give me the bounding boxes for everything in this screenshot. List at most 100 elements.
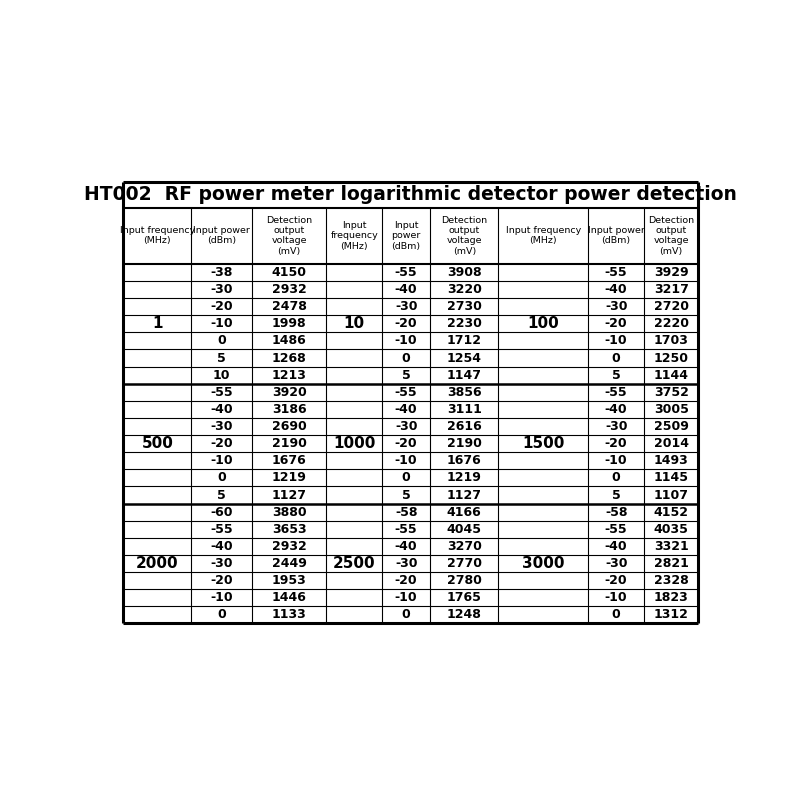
Text: -30: -30 xyxy=(395,420,418,433)
Text: 1676: 1676 xyxy=(447,454,482,467)
Text: -58: -58 xyxy=(395,506,418,518)
Text: 1: 1 xyxy=(152,316,162,331)
Text: 3270: 3270 xyxy=(447,540,482,553)
Text: -30: -30 xyxy=(395,557,418,570)
Text: 1446: 1446 xyxy=(272,591,306,604)
Text: 3929: 3929 xyxy=(654,266,689,279)
Text: -40: -40 xyxy=(605,403,627,416)
Text: 10: 10 xyxy=(213,369,230,382)
Text: 1147: 1147 xyxy=(446,369,482,382)
Text: -10: -10 xyxy=(605,591,627,604)
Text: 2770: 2770 xyxy=(446,557,482,570)
Text: 1765: 1765 xyxy=(447,591,482,604)
Text: 5: 5 xyxy=(218,351,226,365)
Text: 3321: 3321 xyxy=(654,540,689,553)
Text: 3111: 3111 xyxy=(447,403,482,416)
Text: -30: -30 xyxy=(210,557,233,570)
Text: 2932: 2932 xyxy=(272,540,306,553)
Text: -38: -38 xyxy=(210,266,233,279)
Text: 3220: 3220 xyxy=(447,283,482,296)
Text: Input frequency
(MHz): Input frequency (MHz) xyxy=(506,226,581,246)
Text: -20: -20 xyxy=(395,574,418,587)
Text: 3880: 3880 xyxy=(272,506,306,518)
Text: 2000: 2000 xyxy=(136,556,178,571)
Text: 3752: 3752 xyxy=(654,386,689,398)
Text: 1493: 1493 xyxy=(654,454,689,467)
Text: -55: -55 xyxy=(395,522,418,536)
Text: Input
frequency
(MHz): Input frequency (MHz) xyxy=(330,221,378,250)
Text: -20: -20 xyxy=(605,437,627,450)
Text: 1133: 1133 xyxy=(272,608,306,622)
Text: 0: 0 xyxy=(612,608,621,622)
Text: 1248: 1248 xyxy=(447,608,482,622)
Text: -20: -20 xyxy=(395,318,418,330)
Text: 0: 0 xyxy=(218,334,226,347)
Text: -10: -10 xyxy=(395,454,418,467)
Text: 2220: 2220 xyxy=(654,318,689,330)
Text: 4152: 4152 xyxy=(654,506,689,518)
Text: 1953: 1953 xyxy=(272,574,306,587)
Text: 1312: 1312 xyxy=(654,608,689,622)
Text: 0: 0 xyxy=(612,471,621,485)
Text: HT002  RF power meter logarithmic detector power detection: HT002 RF power meter logarithmic detecto… xyxy=(84,186,738,205)
Text: 3856: 3856 xyxy=(447,386,482,398)
Text: 5: 5 xyxy=(218,489,226,502)
Text: 2478: 2478 xyxy=(272,300,306,313)
Text: 4045: 4045 xyxy=(446,522,482,536)
Text: -10: -10 xyxy=(395,334,418,347)
Text: 1486: 1486 xyxy=(272,334,306,347)
Text: -40: -40 xyxy=(395,540,418,553)
Text: 2616: 2616 xyxy=(447,420,482,433)
Text: -10: -10 xyxy=(210,454,233,467)
Text: 1500: 1500 xyxy=(522,436,565,451)
Text: -30: -30 xyxy=(605,300,627,313)
Text: 3005: 3005 xyxy=(654,403,689,416)
Text: 1268: 1268 xyxy=(272,351,306,365)
Text: Input power
(dBm): Input power (dBm) xyxy=(588,226,645,246)
Text: -10: -10 xyxy=(605,334,627,347)
Text: 1219: 1219 xyxy=(447,471,482,485)
Text: 10: 10 xyxy=(344,316,365,331)
Text: Input power
(dBm): Input power (dBm) xyxy=(194,226,250,246)
Text: Input
power
(dBm): Input power (dBm) xyxy=(391,221,421,250)
Text: 1823: 1823 xyxy=(654,591,689,604)
Text: -58: -58 xyxy=(605,506,627,518)
Text: -10: -10 xyxy=(605,454,627,467)
Text: 2932: 2932 xyxy=(272,283,306,296)
Text: -30: -30 xyxy=(210,283,233,296)
Text: -20: -20 xyxy=(210,574,233,587)
Text: 3908: 3908 xyxy=(447,266,482,279)
Text: 2720: 2720 xyxy=(654,300,689,313)
Text: 3217: 3217 xyxy=(654,283,689,296)
Text: 4035: 4035 xyxy=(654,522,689,536)
Text: 1998: 1998 xyxy=(272,318,306,330)
Text: -10: -10 xyxy=(395,591,418,604)
Text: 2780: 2780 xyxy=(447,574,482,587)
Text: 1254: 1254 xyxy=(446,351,482,365)
Text: 0: 0 xyxy=(402,608,410,622)
Text: -20: -20 xyxy=(210,437,233,450)
Text: 0: 0 xyxy=(218,471,226,485)
Text: 1144: 1144 xyxy=(654,369,689,382)
Text: -20: -20 xyxy=(605,574,627,587)
Text: 0: 0 xyxy=(218,608,226,622)
Text: 1000: 1000 xyxy=(333,436,375,451)
Text: 500: 500 xyxy=(142,436,174,451)
Text: -55: -55 xyxy=(605,522,627,536)
Text: 4150: 4150 xyxy=(272,266,306,279)
Text: 3186: 3186 xyxy=(272,403,306,416)
Text: 2690: 2690 xyxy=(272,420,306,433)
Text: 0: 0 xyxy=(612,351,621,365)
Text: 2821: 2821 xyxy=(654,557,689,570)
Text: -30: -30 xyxy=(395,300,418,313)
Text: -30: -30 xyxy=(605,420,627,433)
Text: Detection
output
voltage
(mV): Detection output voltage (mV) xyxy=(441,216,487,256)
Text: -55: -55 xyxy=(210,522,233,536)
Text: 5: 5 xyxy=(612,369,621,382)
Text: 1250: 1250 xyxy=(654,351,689,365)
Text: -40: -40 xyxy=(395,403,418,416)
Text: -40: -40 xyxy=(605,283,627,296)
Text: -55: -55 xyxy=(605,266,627,279)
Text: 1213: 1213 xyxy=(272,369,306,382)
Text: 5: 5 xyxy=(612,489,621,502)
